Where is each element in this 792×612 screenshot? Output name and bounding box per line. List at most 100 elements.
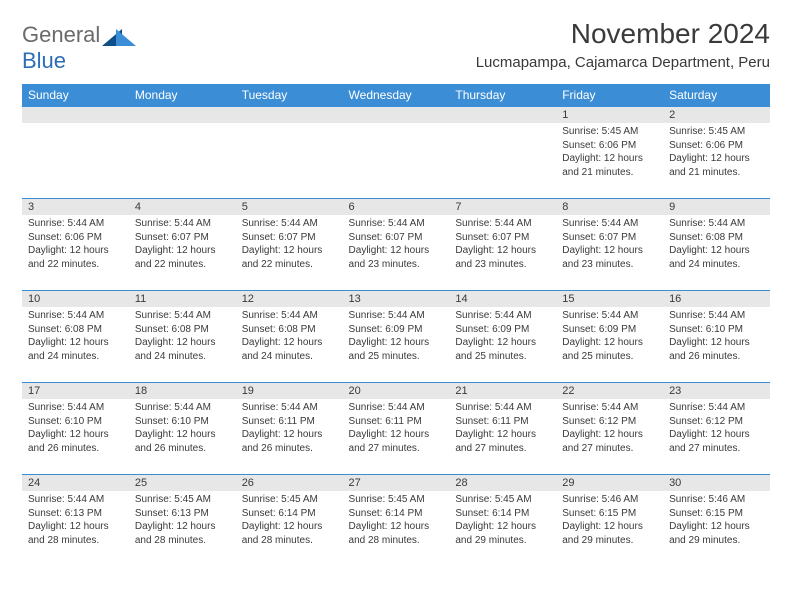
sunrise-line: Sunrise: 5:44 AM [562,310,638,321]
day-number: 30 [663,475,770,491]
day-details: Sunrise: 5:44 AMSunset: 6:13 PMDaylight:… [22,491,129,551]
sunrise-line: Sunrise: 5:44 AM [349,310,425,321]
sunset-line: Sunset: 6:10 PM [135,416,209,427]
day-details: Sunrise: 5:46 AMSunset: 6:15 PMDaylight:… [556,491,663,551]
daylight-line: Daylight: 12 hours and 28 minutes. [242,521,323,546]
weekday-header: Saturday [663,84,770,107]
calendar-day-cell: 22Sunrise: 5:44 AMSunset: 6:12 PMDayligh… [556,383,663,475]
day-number: 8 [556,199,663,215]
calendar-day-cell: 8Sunrise: 5:44 AMSunset: 6:07 PMDaylight… [556,199,663,291]
daylight-line: Daylight: 12 hours and 24 minutes. [135,337,216,362]
day-details: Sunrise: 5:44 AMSunset: 6:08 PMDaylight:… [22,307,129,367]
sunrise-line: Sunrise: 5:44 AM [349,402,425,413]
sunrise-line: Sunrise: 5:44 AM [28,402,104,413]
sunrise-line: Sunrise: 5:46 AM [562,494,638,505]
calendar-table: SundayMondayTuesdayWednesdayThursdayFrid… [22,84,770,567]
calendar-day-cell: 6Sunrise: 5:44 AMSunset: 6:07 PMDaylight… [343,199,450,291]
day-number: 26 [236,475,343,491]
calendar-day-cell: 10Sunrise: 5:44 AMSunset: 6:08 PMDayligh… [22,291,129,383]
day-number: 20 [343,383,450,399]
logo-text-general: General [22,22,100,47]
calendar-day-cell: 23Sunrise: 5:44 AMSunset: 6:12 PMDayligh… [663,383,770,475]
daylight-line: Daylight: 12 hours and 27 minutes. [349,429,430,454]
day-details: Sunrise: 5:44 AMSunset: 6:08 PMDaylight:… [236,307,343,367]
calendar-day-cell: 11Sunrise: 5:44 AMSunset: 6:08 PMDayligh… [129,291,236,383]
daylight-line: Daylight: 12 hours and 25 minutes. [455,337,536,362]
day-number: 1 [556,107,663,123]
sunset-line: Sunset: 6:13 PM [28,508,102,519]
calendar-empty-cell [236,107,343,199]
sunset-line: Sunset: 6:10 PM [28,416,102,427]
daylight-line: Daylight: 12 hours and 27 minutes. [669,429,750,454]
sunset-line: Sunset: 6:14 PM [242,508,316,519]
day-number: 17 [22,383,129,399]
sunset-line: Sunset: 6:07 PM [562,232,636,243]
sunrise-line: Sunrise: 5:44 AM [669,402,745,413]
day-details: Sunrise: 5:44 AMSunset: 6:09 PMDaylight:… [449,307,556,367]
day-details: Sunrise: 5:44 AMSunset: 6:07 PMDaylight:… [129,215,236,275]
header-right: November 2024 Lucmapampa, Cajamarca Depa… [476,18,770,71]
day-details: Sunrise: 5:44 AMSunset: 6:11 PMDaylight:… [343,399,450,459]
day-details: Sunrise: 5:44 AMSunset: 6:10 PMDaylight:… [129,399,236,459]
daylight-line: Daylight: 12 hours and 22 minutes. [135,245,216,270]
daylight-line: Daylight: 12 hours and 28 minutes. [135,521,216,546]
day-details: Sunrise: 5:44 AMSunset: 6:09 PMDaylight:… [343,307,450,367]
weekday-header: Friday [556,84,663,107]
day-details: Sunrise: 5:44 AMSunset: 6:12 PMDaylight:… [663,399,770,459]
sunrise-line: Sunrise: 5:45 AM [242,494,318,505]
calendar-day-cell: 12Sunrise: 5:44 AMSunset: 6:08 PMDayligh… [236,291,343,383]
sunrise-line: Sunrise: 5:44 AM [242,218,318,229]
daylight-line: Daylight: 12 hours and 29 minutes. [669,521,750,546]
calendar-day-cell: 7Sunrise: 5:44 AMSunset: 6:07 PMDaylight… [449,199,556,291]
sunrise-line: Sunrise: 5:46 AM [669,494,745,505]
daylight-line: Daylight: 12 hours and 28 minutes. [349,521,430,546]
day-details: Sunrise: 5:44 AMSunset: 6:10 PMDaylight:… [22,399,129,459]
sunrise-line: Sunrise: 5:44 AM [669,310,745,321]
daylight-line: Daylight: 12 hours and 25 minutes. [562,337,643,362]
calendar-day-cell: 27Sunrise: 5:45 AMSunset: 6:14 PMDayligh… [343,475,450,567]
daylight-line: Daylight: 12 hours and 24 minutes. [242,337,323,362]
sunset-line: Sunset: 6:09 PM [562,324,636,335]
daylight-line: Daylight: 12 hours and 27 minutes. [455,429,536,454]
day-details: Sunrise: 5:44 AM Sunset: 6:07 PM Daylight:… [236,215,343,275]
day-number: 12 [236,291,343,307]
day-details: Sunrise: 5:45 AMSunset: 6:06 PMDaylight:… [663,123,770,183]
sunrise-line: Sunrise: 5:44 AM [28,310,104,321]
daylight-line: Daylight: 12 hours and 21 minutes. [562,153,643,178]
calendar-empty-cell [22,107,129,199]
calendar-day-cell: 9Sunrise: 5:44 AMSunset: 6:08 PMDaylight… [663,199,770,291]
calendar-day-cell: 26 Sunrise: 5:45 AM Sunset: 6:14 PM Dayligh… [236,475,343,567]
calendar-day-cell: 21Sunrise: 5:44 AMSunset: 6:11 PMDayligh… [449,383,556,475]
empty-day-bar [22,107,129,123]
day-details: Sunrise: 5:44 AMSunset: 6:11 PMDaylight:… [449,399,556,459]
empty-day-bar [129,107,236,123]
daylight-line: Daylight: 12 hours and 29 minutes. [562,521,643,546]
calendar-day-cell: 3Sunrise: 5:44 AMSunset: 6:06 PMDaylight… [22,199,129,291]
sunset-line: Sunset: 6:07 PM [349,232,423,243]
day-number: 24 [22,475,129,491]
sunrise-line: Sunrise: 5:44 AM [455,310,531,321]
calendar-empty-cell [449,107,556,199]
day-number: 13 [343,291,450,307]
empty-day-bar [449,107,556,123]
day-details: Sunrise: 5:46 AMSunset: 6:15 PMDaylight:… [663,491,770,551]
calendar-day-cell: 14Sunrise: 5:44 AMSunset: 6:09 PMDayligh… [449,291,556,383]
calendar-day-cell: 18Sunrise: 5:44 AMSunset: 6:10 PMDayligh… [129,383,236,475]
sunset-line: Sunset: 6:14 PM [349,508,423,519]
daylight-line: Daylight: 12 hours and 29 minutes. [455,521,536,546]
day-details: Sunrise: 5:44 AMSunset: 6:07 PMDaylight:… [449,215,556,275]
sunset-line: Sunset: 6:07 PM [242,232,316,243]
day-details: Sunrise: 5:44 AMSunset: 6:08 PMDaylight:… [663,215,770,275]
daylight-line: Daylight: 12 hours and 25 minutes. [349,337,430,362]
daylight-line: Daylight: 12 hours and 22 minutes. [242,245,323,270]
calendar-empty-cell [129,107,236,199]
daylight-line: Daylight: 12 hours and 21 minutes. [669,153,750,178]
day-details: Sunrise: 5:45 AMSunset: 6:14 PMDaylight:… [343,491,450,551]
day-number: 2 [663,107,770,123]
daylight-line: Daylight: 12 hours and 26 minutes. [135,429,216,454]
day-number: 25 [129,475,236,491]
weekday-header: Monday [129,84,236,107]
calendar-header-row: SundayMondayTuesdayWednesdayThursdayFrid… [22,84,770,107]
day-details: Sunrise: 5:44 AMSunset: 6:11 PMDaylight:… [236,399,343,459]
logo: General Blue [22,18,136,74]
